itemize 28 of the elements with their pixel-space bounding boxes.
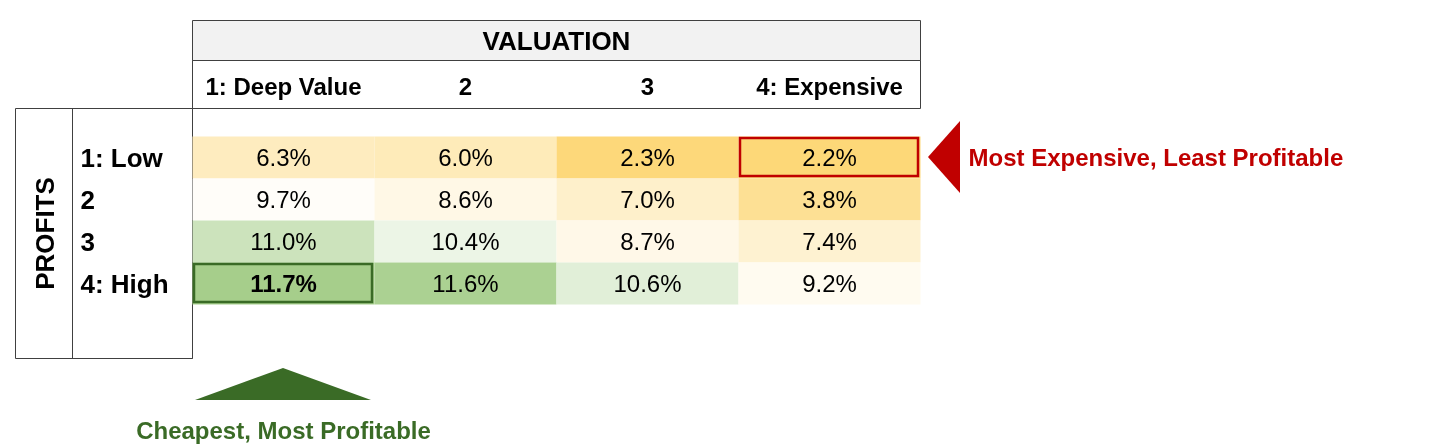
x-tick-label: 4: Expensive [756, 73, 903, 100]
data-label: 6.3% [256, 144, 311, 171]
data-label: 9.2% [802, 270, 857, 297]
data-label: 2.3% [620, 144, 675, 171]
data-label: 11.7% [250, 270, 317, 297]
data-label: 7.4% [802, 228, 857, 255]
y-axis-title: PROFITS [29, 177, 60, 290]
y-tick-label: 4: High [80, 268, 169, 299]
x-tick-label: 3 [640, 73, 655, 100]
text: Most Expensive, Least Profitable [968, 144, 1344, 171]
y-tick-label: 1: Low [80, 142, 164, 173]
data-label: 9.7% [256, 186, 311, 213]
data-label: 10.4% [431, 228, 500, 255]
data-label: 8.7% [620, 228, 675, 255]
x-axis-title: VALUATION [482, 25, 631, 56]
data-label: 6.0% [438, 144, 493, 171]
y-tick-label: 3 [80, 226, 95, 257]
data-label: 10.6% [613, 270, 682, 297]
data-label: 8.6% [438, 186, 493, 213]
data-label: 11.0% [250, 228, 317, 255]
data-label: 3.8% [802, 186, 857, 213]
data-label: 2.2% [802, 144, 857, 171]
data-label: 7.0% [620, 186, 675, 213]
x-tick-label: 2 [458, 73, 473, 100]
y-tick-label: 2 [80, 184, 95, 215]
data-label: 11.6% [432, 270, 499, 297]
x-tick-label: 1: Deep Value [205, 73, 362, 100]
text: Cheapest, Most Profitable [136, 417, 431, 444]
